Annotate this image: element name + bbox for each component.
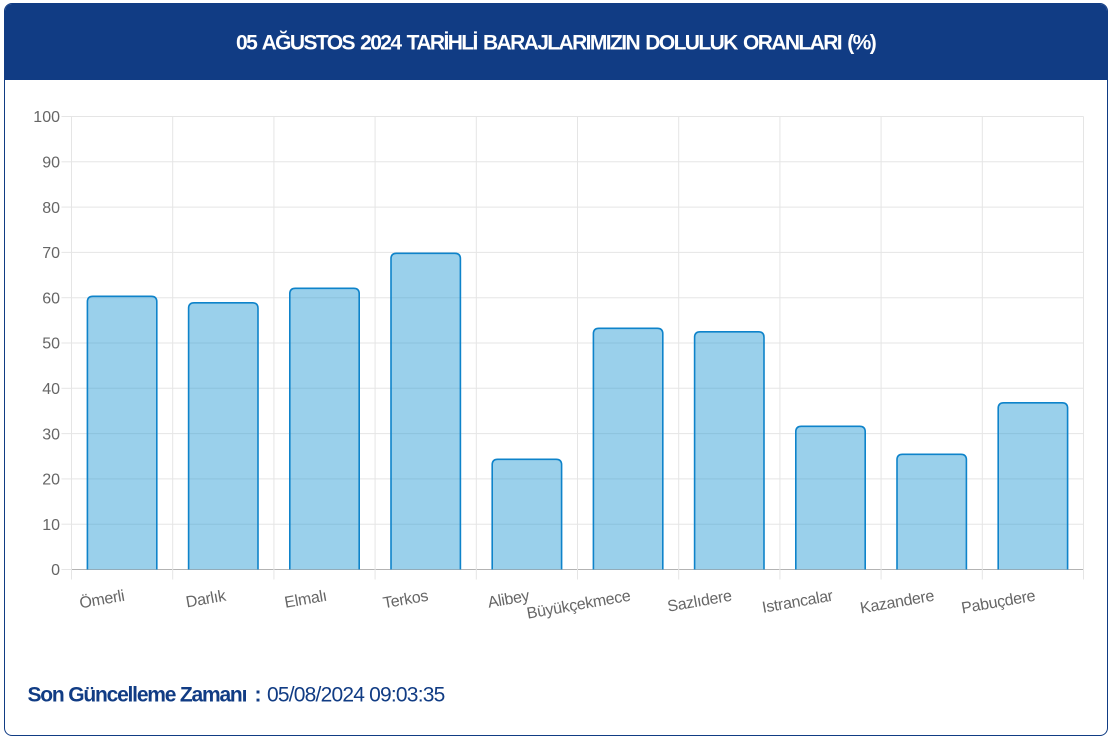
svg-text:Büyükçekmece: Büyükçekmece [526, 588, 633, 623]
svg-text:50: 50 [42, 336, 60, 353]
svg-text:30: 30 [42, 426, 60, 443]
svg-text:60: 60 [42, 290, 60, 307]
svg-text:Sazlıdere: Sazlıdere [666, 588, 733, 616]
svg-text:Kazandere: Kazandere [859, 588, 936, 618]
svg-text:Darlık: Darlık [185, 587, 229, 611]
svg-text:70: 70 [42, 245, 60, 262]
svg-text:Terkos: Terkos [382, 588, 430, 613]
svg-text:Elmalı: Elmalı [283, 588, 328, 612]
svg-text:10: 10 [42, 517, 60, 534]
svg-text:0: 0 [51, 562, 60, 579]
svg-text:05/08/2024 09:03:35: 05/08/2024 09:03:35 [267, 683, 445, 706]
svg-text:100: 100 [33, 109, 60, 126]
svg-text:Ömerli: Ömerli [78, 587, 126, 613]
svg-text:90: 90 [42, 155, 60, 172]
svg-text::: : [255, 683, 262, 706]
svg-text:05 AĞUSTOS 2024 TARİHLİ BARAJL: 05 AĞUSTOS 2024 TARİHLİ BARAJLARIMIZIN D… [236, 31, 876, 55]
svg-text:80: 80 [42, 200, 60, 217]
svg-text:Istrancalar: Istrancalar [761, 588, 835, 617]
svg-text:Son Güncelleme Zamanı: Son Güncelleme Zamanı [28, 683, 247, 706]
svg-text:Pabuçdere: Pabuçdere [960, 588, 1037, 618]
svg-text:20: 20 [42, 472, 60, 489]
svg-text:40: 40 [42, 381, 60, 398]
svg-text:Alibey: Alibey [486, 588, 530, 612]
